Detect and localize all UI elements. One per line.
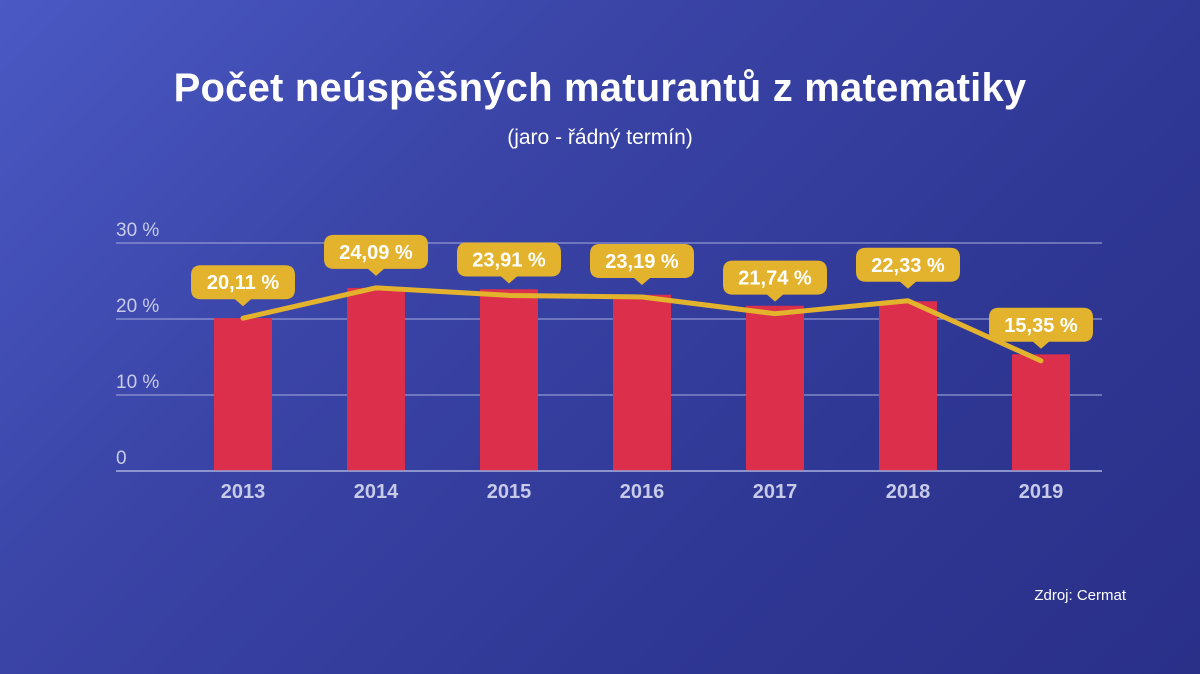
data-label: 23,91 % (472, 249, 546, 271)
y-tick-label: 10 % (116, 372, 159, 393)
data-label: 20,11 % (207, 272, 280, 294)
data-label: 24,09 % (339, 242, 413, 264)
x-tick-label: 2017 (753, 481, 798, 503)
data-label-bubble (989, 307, 1093, 349)
bar (480, 289, 538, 471)
chart-title: Počet neúspěšných maturantů z matematiky (173, 66, 1027, 110)
x-tick-label: 2013 (221, 481, 266, 503)
trend-line (240, 285, 1044, 364)
bar (746, 305, 804, 471)
y-tick-label: 0 (116, 448, 127, 469)
source-note: Zdroj: Cermat (1034, 587, 1126, 604)
bar (347, 287, 405, 471)
x-tick-label: 2018 (886, 481, 931, 503)
data-label: 21,74 % (738, 268, 812, 290)
data-label-bubble (191, 265, 295, 307)
x-tick-label: 2014 (354, 481, 399, 503)
data-label-bubble (324, 234, 428, 276)
x-tick-label: 2015 (487, 481, 532, 503)
data-label: 23,19 % (605, 251, 679, 273)
data-label: 22,33 % (871, 255, 945, 277)
data-label-bubble (457, 242, 561, 284)
y-tick-label: 20 % (116, 296, 159, 317)
bar (1012, 354, 1070, 471)
y-tick-label: 30 % (116, 220, 159, 241)
data-label-bubble (856, 247, 960, 289)
data-label: 15,35 % (1004, 315, 1078, 337)
bar (214, 318, 272, 471)
data-label-bubble (723, 260, 827, 302)
bar (613, 294, 671, 471)
x-tick-label: 2016 (620, 481, 665, 503)
bar (879, 301, 937, 471)
data-label-bubble (590, 243, 694, 285)
x-tick-label: 2019 (1019, 481, 1064, 503)
chart-subtitle: (jaro - řádný termín) (507, 126, 693, 149)
